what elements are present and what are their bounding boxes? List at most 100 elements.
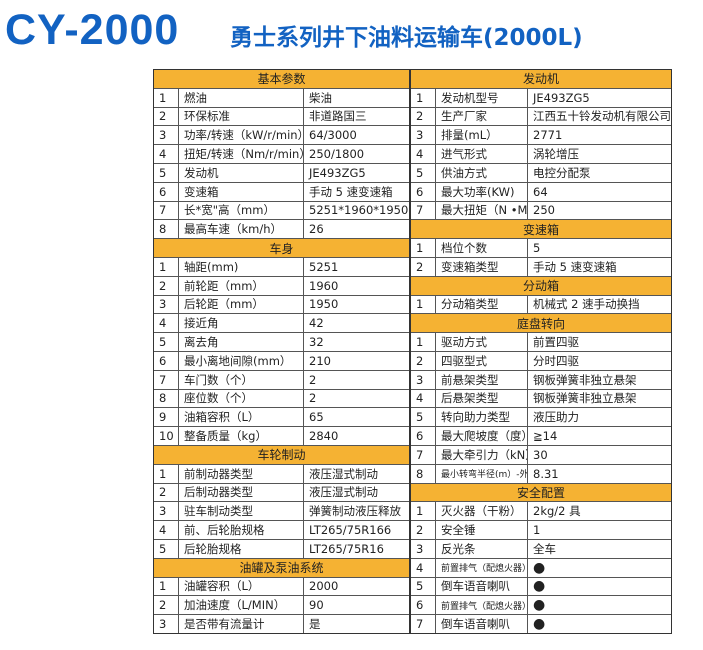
spec-label: 排量(mL） bbox=[436, 126, 528, 145]
spec-value: 2 bbox=[309, 372, 317, 387]
spec-label: 倒车语音喇叭 bbox=[436, 577, 528, 596]
spec-row: 3 排量(mL） 2771 bbox=[411, 126, 671, 146]
spec-value: ● bbox=[533, 559, 546, 576]
spec-row: 10 整备质量（kg） 2840 bbox=[154, 427, 409, 446]
row-number: 9 bbox=[154, 408, 179, 427]
spec-label: 安全锤 bbox=[436, 521, 528, 539]
spec-value: 26 bbox=[309, 222, 324, 237]
spec-row: 1 轴距(mm) 5251 bbox=[154, 257, 409, 277]
spec-column-right: 发动机 1 发动机型号 JE493ZG5 2 生产厂家 江西五十铃发动机有限公司 3 排量(mL… bbox=[411, 70, 671, 633]
spec-row: 5 发动机 JE493ZG5 bbox=[154, 163, 409, 183]
spec-value: 64/3000 bbox=[309, 128, 357, 143]
spec-label: 后制动器类型 bbox=[179, 483, 304, 502]
spec-value: 64 bbox=[533, 184, 548, 199]
spec-label: 最大爬坡度（度）） bbox=[436, 427, 528, 445]
spec-value: 65 bbox=[309, 410, 324, 425]
row-number: 2 bbox=[154, 483, 179, 502]
spec-row: 4 后悬架类型 钢板弹簧非独立悬架 bbox=[411, 389, 671, 409]
spec-label: 长*宽"高（mm） bbox=[179, 201, 304, 220]
spec-value: 210 bbox=[309, 353, 331, 368]
spec-column-left: 基本参数 1 燃油 柴油 2 环保标准 非道路国三 3 功率/转速（kW/r/min） 64/30… bbox=[154, 70, 411, 633]
spec-value: 钢板弹簧非独立悬架 bbox=[533, 391, 637, 406]
spec-value: LT265/75R166 bbox=[309, 523, 392, 538]
row-number: 3 bbox=[154, 615, 179, 633]
spec-value: 涡轮增压 bbox=[533, 147, 579, 162]
row-number: 3 bbox=[411, 539, 436, 558]
spec-row: 3 驻车制动类型 弹簧制动液压释放 bbox=[154, 502, 409, 522]
spec-row: 2 四驱型式 分时四驱 bbox=[411, 351, 671, 371]
spec-row: 8 最小转弯半径(m）-外缘 8.31 bbox=[411, 464, 671, 484]
spec-label: 是否带有流量计 bbox=[179, 615, 304, 633]
row-number: 2 bbox=[154, 107, 179, 126]
spec-value: 5251*1960*1950 bbox=[309, 203, 409, 218]
row-number: 4 bbox=[154, 314, 179, 333]
spec-value: 江西五十铃发动机有限公司 bbox=[533, 109, 671, 124]
row-number: 1 bbox=[154, 577, 179, 596]
spec-value: 90 bbox=[309, 598, 324, 613]
spec-row: 7 最大牵引力（kN） 30 bbox=[411, 445, 671, 465]
spec-label: 最小转弯半径(m）-外缘 bbox=[436, 464, 528, 483]
spec-row: 6 变速箱 手动 5 速变速箱 bbox=[154, 182, 409, 202]
spec-value: JE493ZG5 bbox=[533, 90, 590, 105]
row-number: 6 bbox=[411, 182, 436, 201]
spec-row: 1 分动箱类型 机械式 2 速手动换挡 bbox=[411, 295, 671, 315]
row-number: 1 bbox=[411, 239, 436, 257]
spec-value: ● bbox=[533, 578, 546, 595]
spec-label: 分动箱类型 bbox=[436, 295, 528, 314]
spec-value: 前置四驱 bbox=[533, 335, 579, 350]
spec-row: 2 环保标准 非道路国三 bbox=[154, 107, 409, 127]
spec-value: ● bbox=[533, 597, 546, 614]
section-header: 安全配置 bbox=[411, 483, 671, 503]
spec-value: 2840 bbox=[309, 429, 339, 444]
spec-label: 发动机型号 bbox=[436, 88, 528, 107]
row-number: 6 bbox=[411, 596, 436, 615]
row-number: 7 bbox=[411, 445, 436, 464]
spec-value: 非道路国三 bbox=[309, 109, 367, 124]
spec-label: 前制动器类型 bbox=[179, 464, 304, 483]
row-number: 8 bbox=[154, 389, 179, 408]
spec-label: 反光条 bbox=[436, 539, 528, 558]
spec-row: 2 后制动器类型 液压湿式制动 bbox=[154, 483, 409, 503]
spec-row: 1 档位个数 5 bbox=[411, 239, 671, 258]
row-number: 7 bbox=[154, 201, 179, 220]
spec-label: 倒车语音喇叭 bbox=[436, 615, 528, 633]
spec-value: 是 bbox=[309, 617, 321, 631]
spec-label: 离去角 bbox=[179, 333, 304, 351]
spec-value: ● bbox=[533, 616, 546, 632]
spec-value: 液压湿式制动 bbox=[309, 466, 378, 481]
spec-value: 1960 bbox=[309, 278, 339, 293]
spec-value: JE493ZG5 bbox=[309, 165, 366, 180]
row-number: 2 bbox=[411, 521, 436, 539]
spec-value: 2000 bbox=[309, 579, 339, 594]
spec-row: 3 反光条 全车 bbox=[411, 539, 671, 559]
spec-value: 全车 bbox=[533, 541, 556, 556]
spec-row: 7 倒车语音喇叭 ● bbox=[411, 615, 671, 633]
model-number: CY-2000 bbox=[5, 6, 180, 54]
row-number: 4 bbox=[411, 558, 436, 577]
spec-label: 前置排气（配熄火器） bbox=[436, 558, 528, 577]
row-number: 2 bbox=[411, 107, 436, 126]
row-number: 6 bbox=[154, 182, 179, 201]
spec-row: 3 功率/转速（kW/r/min） 64/3000 bbox=[154, 126, 409, 146]
spec-label: 轴距(mm) bbox=[179, 257, 304, 276]
spec-label: 整备质量（kg） bbox=[179, 427, 304, 445]
spec-label: 四驱型式 bbox=[436, 351, 528, 370]
spec-label: 后轮距（mm） bbox=[179, 295, 304, 314]
spec-label: 进气形式 bbox=[436, 145, 528, 163]
spec-row: 2 加油速度（L/MIN） 90 bbox=[154, 596, 409, 616]
spec-row: 7 车门数（个） 2 bbox=[154, 370, 409, 390]
row-number: 5 bbox=[154, 539, 179, 558]
section-header: 变速箱 bbox=[411, 220, 671, 240]
spec-value: 30 bbox=[533, 447, 548, 462]
spec-row: 4 进气形式 涡轮增压 bbox=[411, 145, 671, 164]
spec-value: 2 bbox=[309, 391, 317, 406]
row-number: 6 bbox=[154, 351, 179, 370]
spec-value: 手动 5 速变速箱 bbox=[309, 184, 393, 199]
spec-label: 环保标准 bbox=[179, 107, 304, 126]
spec-label: 档位个数 bbox=[436, 239, 528, 257]
row-number: 4 bbox=[411, 145, 436, 163]
section-header: 车轮制动 bbox=[154, 445, 409, 465]
spec-value: 弹簧制动液压释放 bbox=[309, 504, 401, 519]
spec-label: 最大牵引力（kN） bbox=[436, 445, 528, 464]
spec-label: 最大功率(KW) bbox=[436, 182, 528, 201]
